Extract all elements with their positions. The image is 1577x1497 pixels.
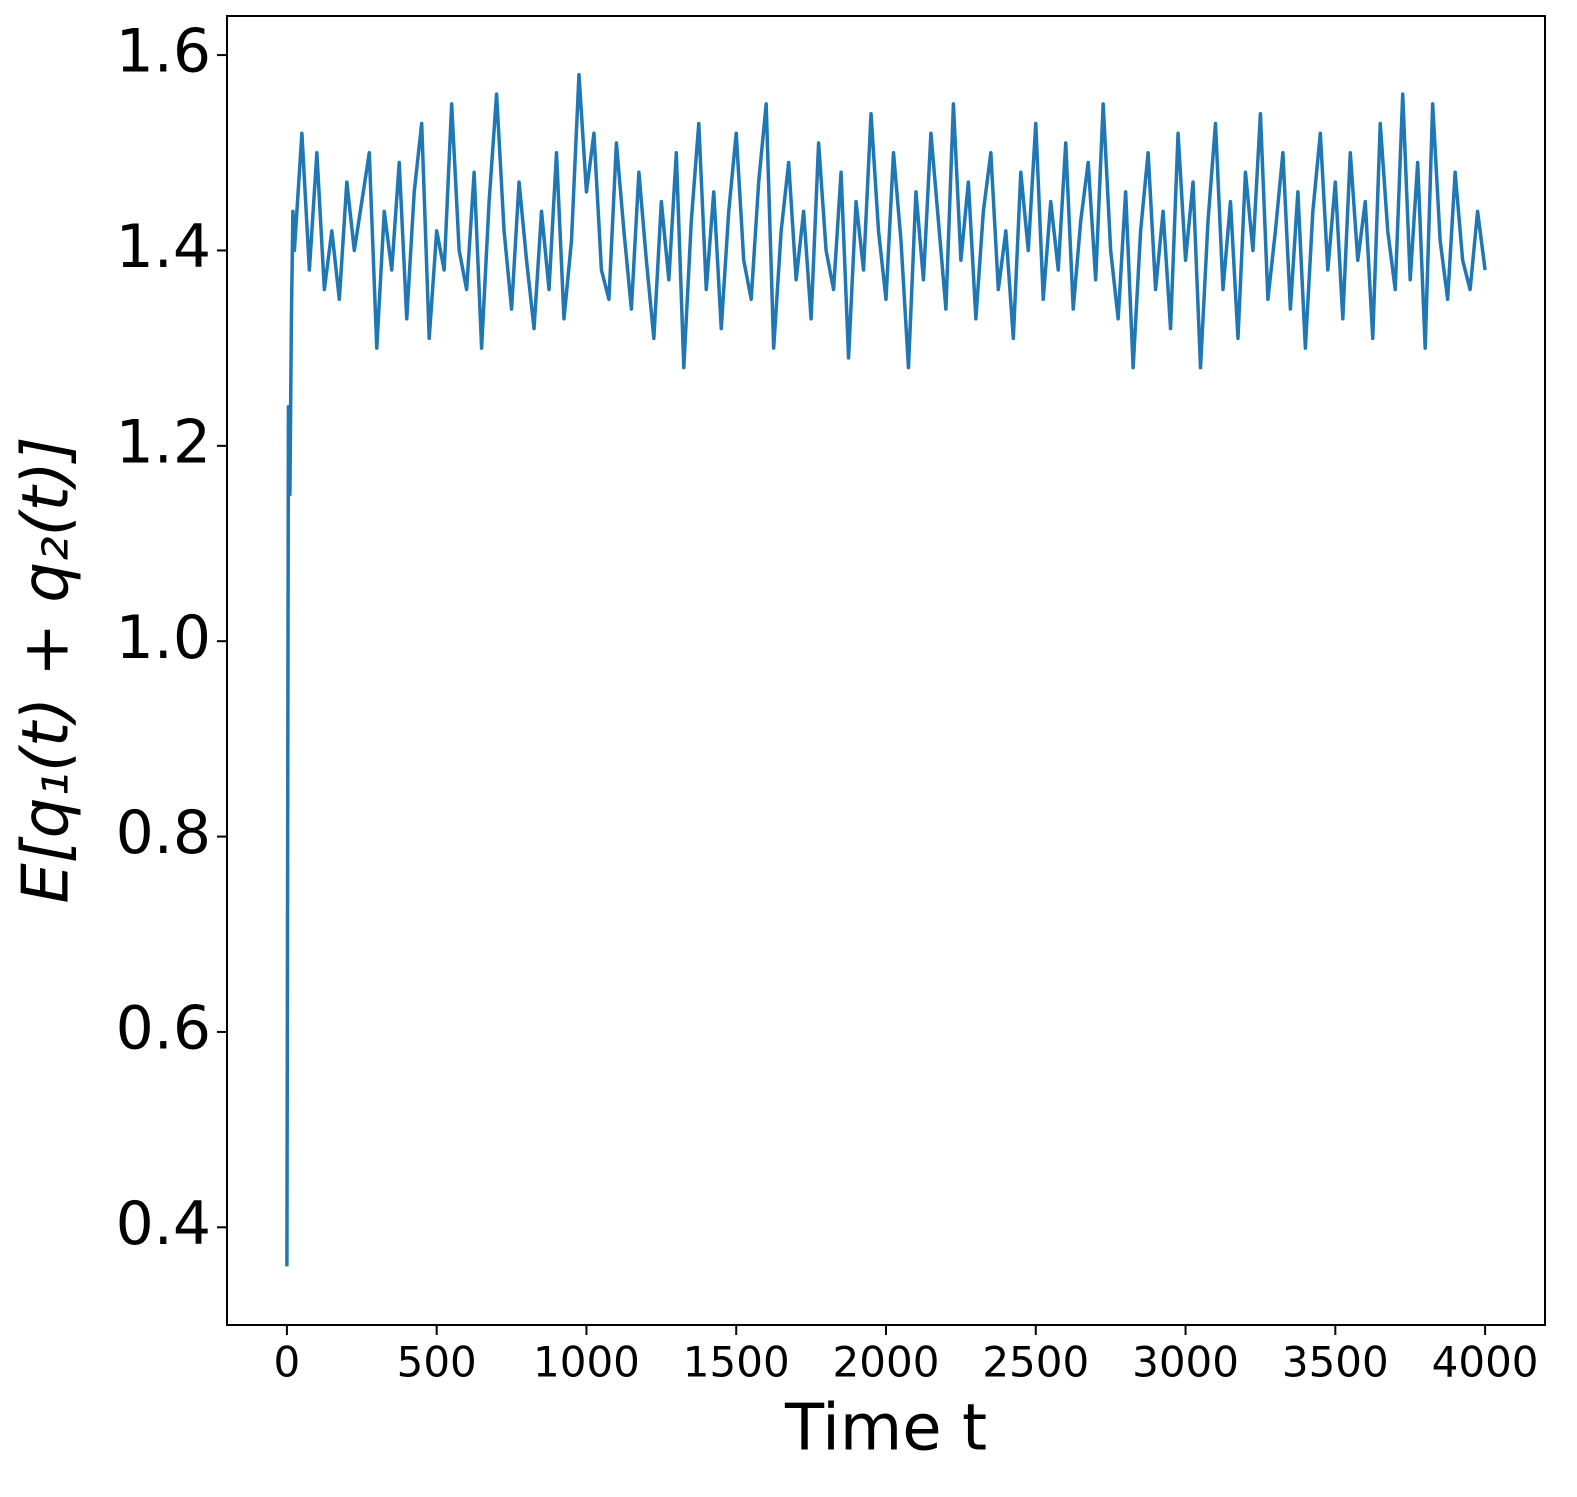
y-tick-label: 0.4 — [116, 1189, 211, 1259]
x-tick-label: 2500 — [982, 1338, 1089, 1387]
plot-frame — [226, 15, 1546, 1326]
x-tick-label: 0 — [274, 1338, 301, 1387]
x-tick-label: 2000 — [833, 1338, 940, 1387]
data-line — [285, 72, 1487, 1267]
y-tick-label: 0.6 — [116, 994, 211, 1064]
x-tick-label: 4000 — [1432, 1338, 1539, 1387]
x-tick-label: 3000 — [1132, 1338, 1239, 1387]
x-tick-label: 1500 — [683, 1338, 790, 1387]
x-tick-label: 3500 — [1282, 1338, 1389, 1387]
x-tick-label: 1000 — [533, 1338, 640, 1387]
x-axis-label: Time t — [784, 1392, 987, 1466]
y-tick-label: 1.6 — [116, 17, 211, 87]
y-axis-label: E[q₁(t) + q₂(t)] — [10, 436, 84, 903]
y-tick-label: 1.4 — [116, 212, 211, 282]
y-tick-label: 1.2 — [116, 407, 211, 477]
x-tick-label: 500 — [397, 1338, 477, 1387]
y-tick-label: 1.0 — [116, 603, 211, 673]
y-tick-label: 0.8 — [116, 798, 211, 868]
